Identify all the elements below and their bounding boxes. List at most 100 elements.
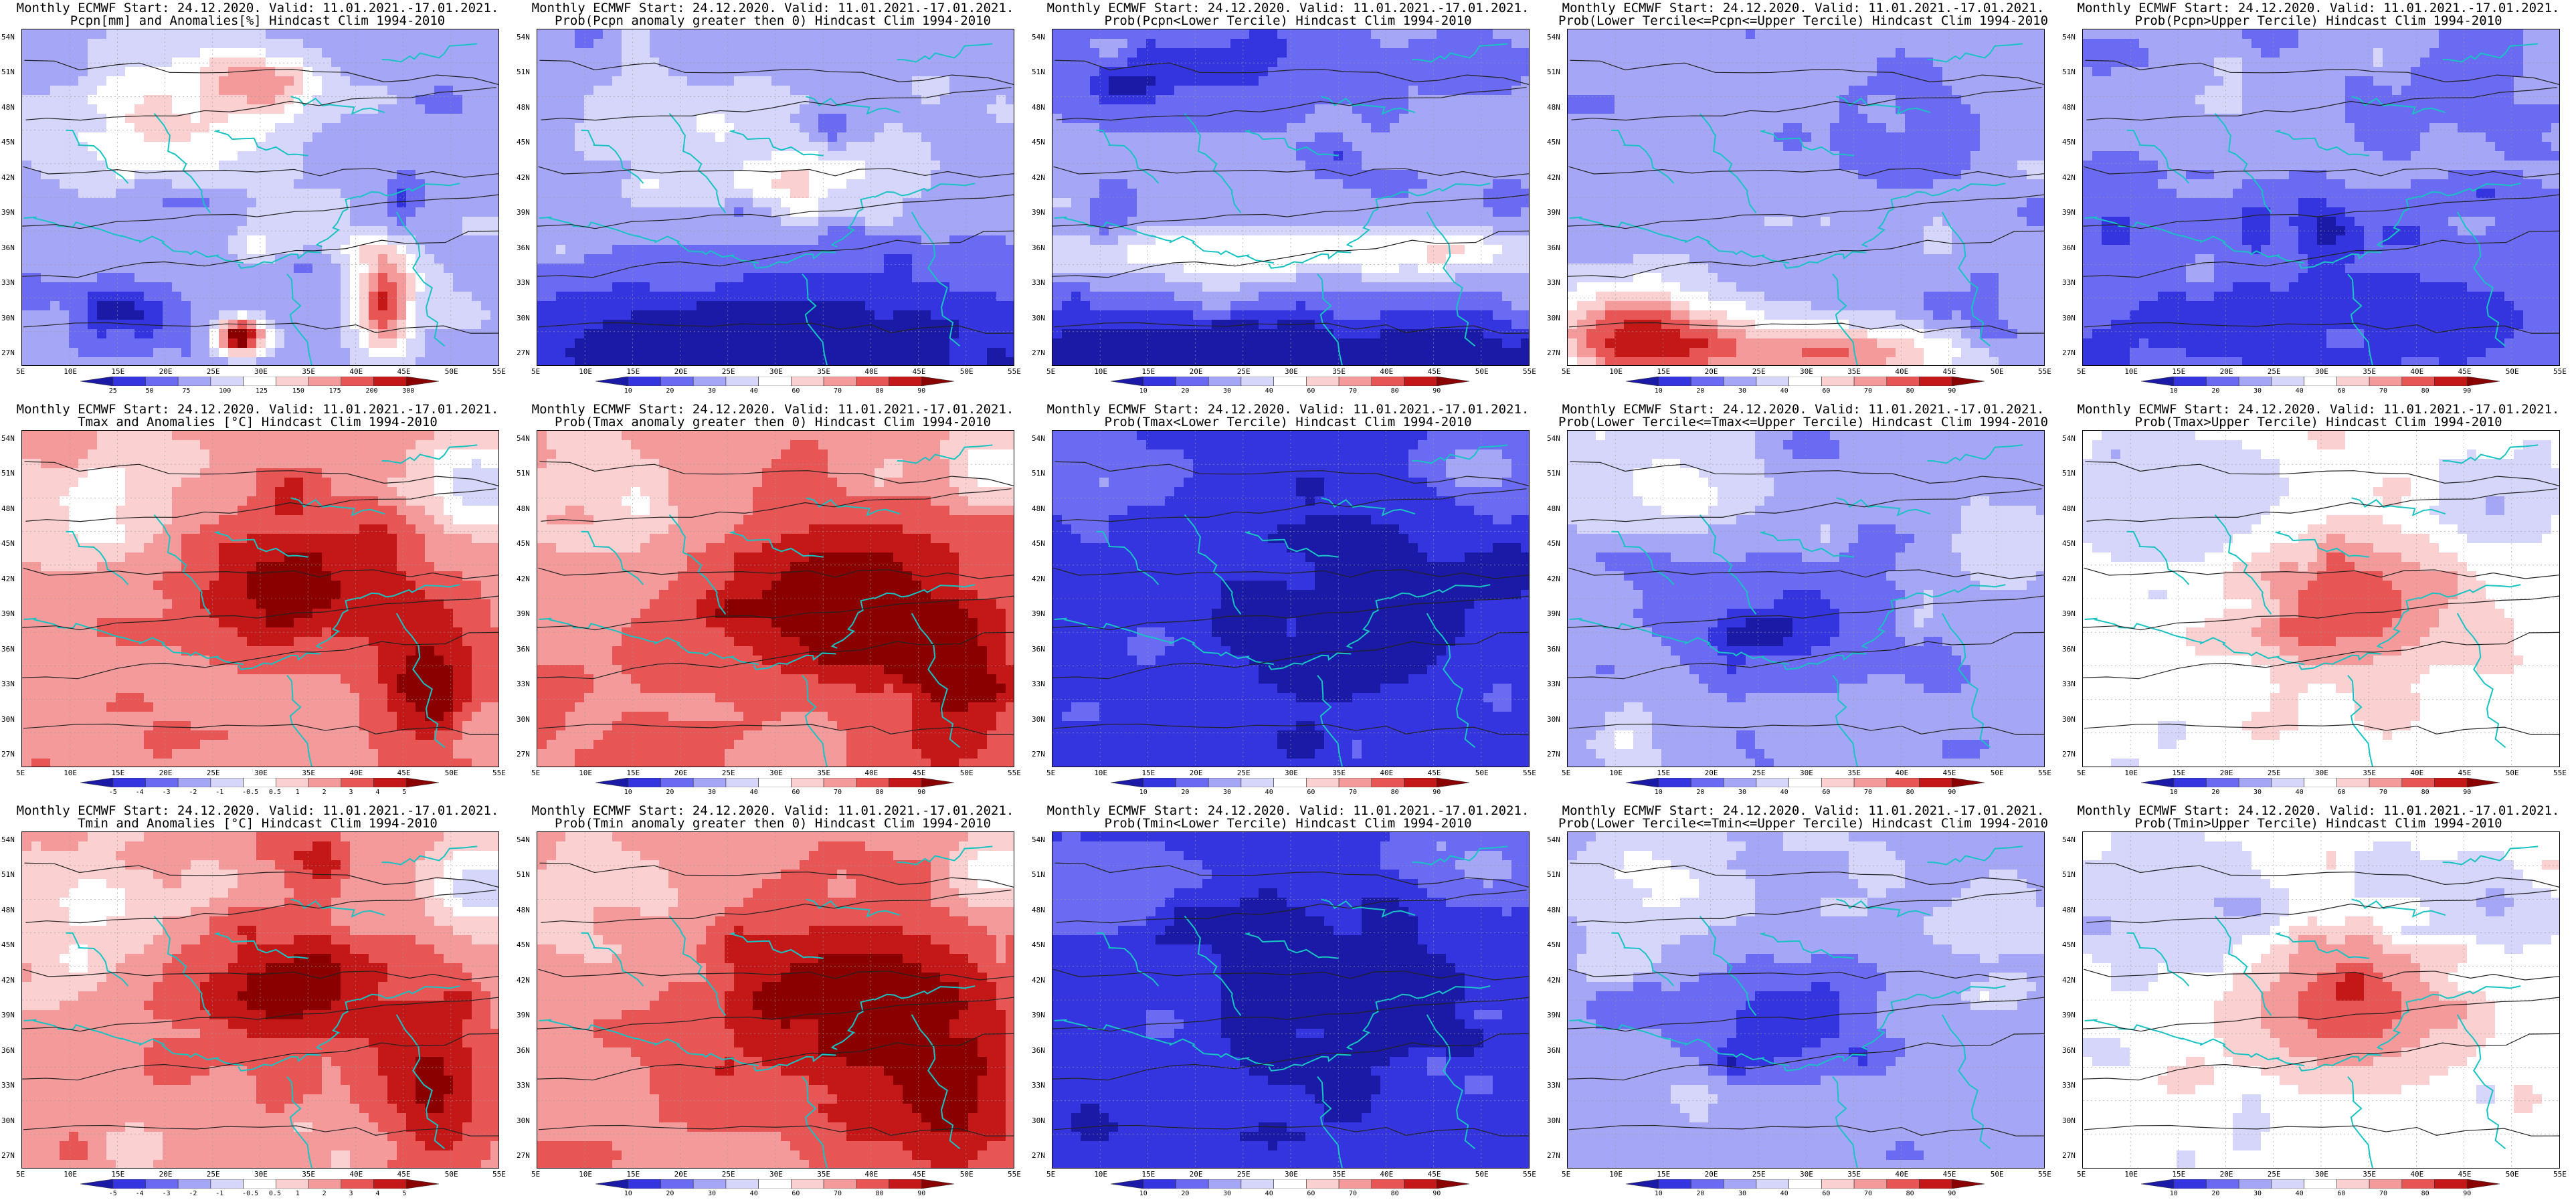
colorbar-svg (1111, 1179, 1469, 1189)
colorbar (1111, 1179, 1469, 1189)
colorbar-tick: 100 (219, 387, 231, 395)
map-field-svg (1052, 29, 1529, 365)
forecast-map (537, 29, 1014, 366)
lon-label: 15E (626, 769, 640, 777)
colorbar (1626, 778, 1985, 787)
lat-label: 36N (1547, 645, 1560, 654)
map-panel-r2c1: Monthly ECMWF Start: 24.12.2020. Valid: … (0, 401, 515, 803)
lat-label: 54N (2062, 33, 2076, 41)
lon-label: 40E (2410, 1170, 2423, 1179)
lat-label: 42N (2062, 976, 2076, 985)
colorbar-tick: 75 (182, 387, 190, 395)
lon-label: 15E (1657, 367, 1670, 376)
lon-label: 40E (1380, 1170, 1393, 1179)
lon-label: 5E (531, 367, 540, 376)
lat-label: 54N (1, 835, 15, 844)
lat-label: 45N (1032, 138, 1045, 146)
colorbar-svg (2141, 778, 2500, 787)
colorbar-tick: 80 (2421, 1190, 2429, 1197)
colorbar-svg (2141, 1179, 2500, 1189)
lon-label: 5E (1046, 769, 1055, 777)
panel-title-line2: Prob(Tmin>Upper Tercile) Hindcast Clim 1… (2061, 817, 2576, 831)
lat-label: 36N (1547, 1046, 1560, 1055)
colorbar-tick: 2 (323, 789, 327, 796)
colorbar-tick: 125 (256, 387, 268, 395)
lon-label: 5E (1562, 367, 1570, 376)
lat-label: 33N (517, 1081, 530, 1090)
lat-label: 33N (1, 1081, 15, 1090)
forecast-map (2082, 831, 2560, 1169)
colorbar-tick: 40 (2296, 387, 2304, 395)
colorbar-tick: 2 (323, 1190, 327, 1197)
colorbar (80, 1179, 439, 1189)
lat-label: 48N (517, 103, 530, 112)
map-panel-r1c2: Monthly ECMWF Start: 24.12.2020. Valid: … (515, 0, 1030, 401)
lon-label: 30E (254, 1170, 268, 1179)
lon-label: 10E (1609, 1170, 1623, 1179)
lat-label: 42N (1547, 575, 1560, 583)
lat-label: 51N (1547, 68, 1560, 76)
lon-label: 50E (445, 769, 458, 777)
lat-label: 30N (1547, 1116, 1560, 1125)
colorbar-tick: 5 (402, 789, 406, 796)
lon-label: 45E (913, 769, 926, 777)
map-field-svg (2083, 832, 2559, 1168)
lon-label: 5E (16, 367, 25, 376)
lon-label: 40E (349, 1170, 363, 1179)
lat-label: 51N (1547, 870, 1560, 879)
colorbar-tick: 40 (1265, 1190, 1273, 1197)
colorbar-tick: 30 (708, 1190, 716, 1197)
colorbar (80, 778, 439, 787)
lon-label: 35E (302, 769, 315, 777)
forecast-map (1567, 29, 2045, 366)
lat-label: 54N (2062, 835, 2076, 844)
map-field-svg (537, 431, 1014, 767)
colorbar-svg (80, 778, 439, 787)
colorbar (1111, 778, 1469, 787)
lat-label: 51N (517, 68, 530, 76)
map-panel-r2c2: Monthly ECMWF Start: 24.12.2020. Valid: … (515, 401, 1030, 803)
lon-label: 55E (2038, 769, 2051, 777)
lon-label: 15E (111, 769, 124, 777)
lon-label: 15E (626, 1170, 640, 1179)
lat-label: 45N (517, 539, 530, 548)
lon-label: 55E (1523, 367, 1536, 376)
lon-label: 55E (2553, 769, 2567, 777)
forecast-map (2082, 430, 2560, 767)
lat-label: 45N (2062, 940, 2076, 949)
lon-label: 25E (722, 769, 735, 777)
lat-label: 54N (2062, 434, 2076, 443)
lat-label: 33N (1547, 680, 1560, 688)
colorbar-tick: 30 (1223, 1190, 1231, 1197)
lon-label: 10E (579, 367, 592, 376)
lat-label: 51N (1547, 469, 1560, 478)
lon-label: 5E (531, 1170, 540, 1179)
colorbar-tick: 80 (1391, 1190, 1399, 1197)
lat-label: 27N (1032, 1151, 1045, 1160)
panel-title-line1: Monthly ECMWF Start: 24.12.2020. Valid: … (2061, 403, 2576, 417)
colorbar-tick: 90 (1948, 789, 1956, 796)
lon-label: 15E (1657, 769, 1670, 777)
lat-label: 39N (1547, 208, 1560, 217)
colorbar-tick: 20 (1181, 387, 1189, 395)
lat-label: 33N (1547, 278, 1560, 287)
colorbar-tick: 150 (292, 387, 304, 395)
lon-label: 10E (64, 1170, 77, 1179)
colorbar-tick: 40 (750, 789, 758, 796)
lon-label: 45E (2458, 367, 2472, 376)
lon-label: 5E (1562, 1170, 1570, 1179)
panel-title-line1: Monthly ECMWF Start: 24.12.2020. Valid: … (1546, 804, 2061, 818)
lat-label: 39N (1, 609, 15, 618)
lat-label: 30N (2062, 1116, 2076, 1125)
panel-title-line1: Monthly ECMWF Start: 24.12.2020. Valid: … (515, 403, 1030, 417)
lon-label: 55E (2553, 1170, 2567, 1179)
lon-label: 50E (1991, 367, 2004, 376)
panel-title-line1: Monthly ECMWF Start: 24.12.2020. Valid: … (1030, 804, 1546, 818)
lon-label: 30E (254, 769, 268, 777)
lat-label: 45N (1032, 940, 1045, 949)
lat-label: 51N (517, 870, 530, 879)
colorbar (2141, 377, 2500, 386)
lon-label: 5E (1046, 1170, 1055, 1179)
lon-label: 10E (1094, 1170, 1107, 1179)
colorbar (2141, 1179, 2500, 1189)
